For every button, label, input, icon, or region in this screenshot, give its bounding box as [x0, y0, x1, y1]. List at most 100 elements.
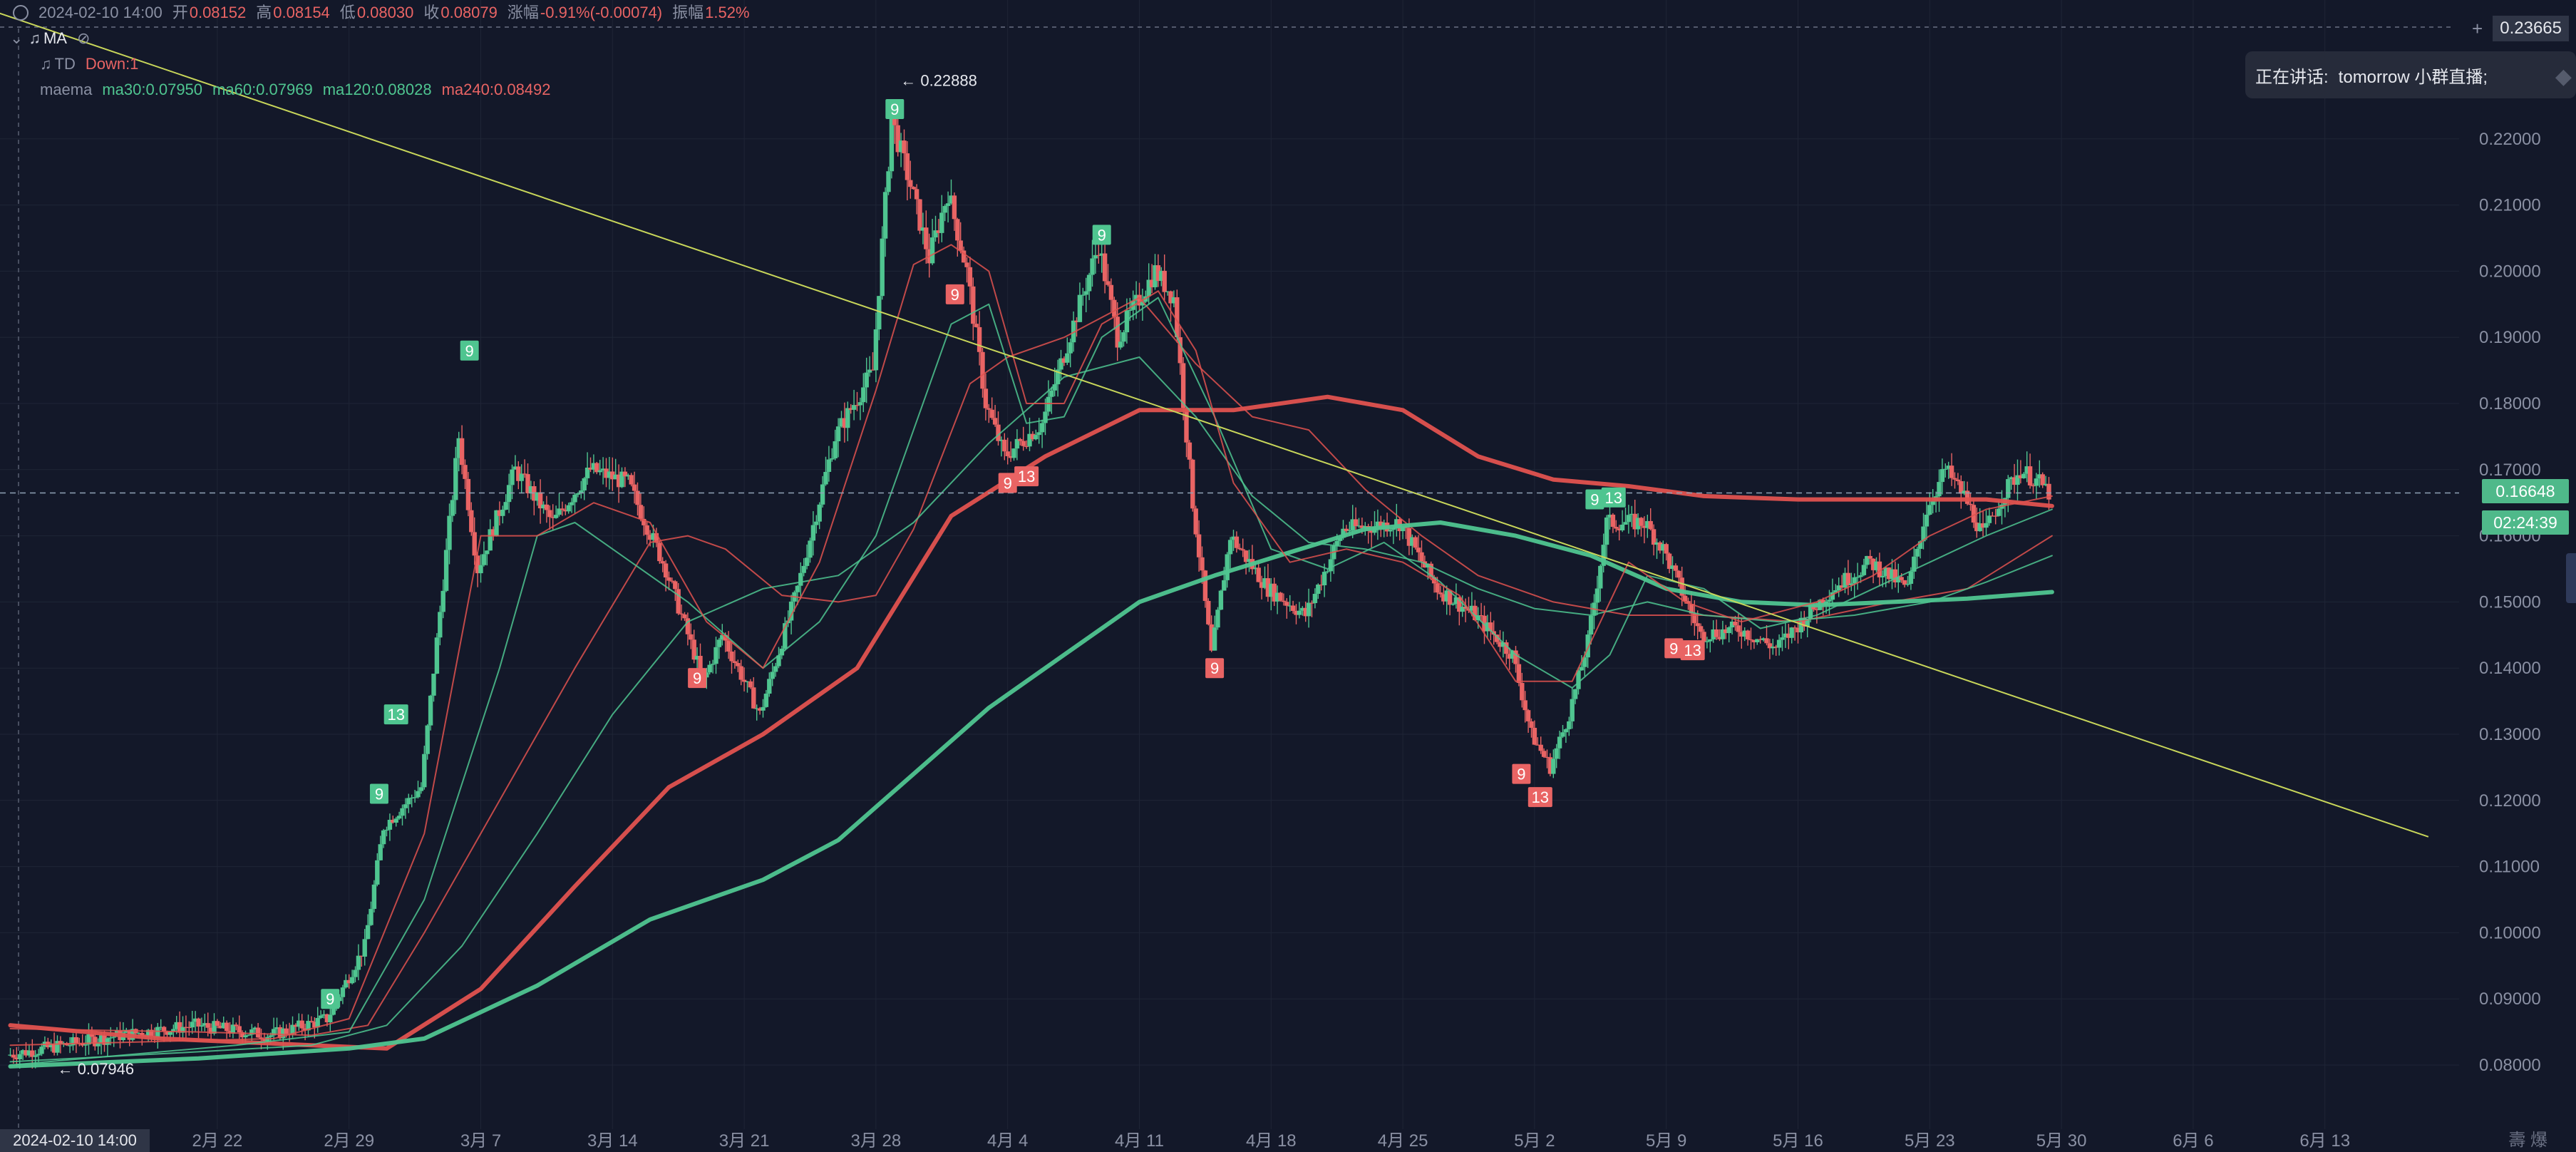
candle-body [14, 1057, 19, 1059]
td-marker-label: 9 [1004, 474, 1012, 492]
candle-body [685, 618, 691, 634]
candle-body [1852, 577, 1857, 584]
bell-icon-td[interactable]: ♫ [40, 55, 52, 73]
side-scroll-handle[interactable] [2566, 553, 2576, 603]
candle-body [1128, 309, 1133, 311]
candle-body [917, 199, 922, 231]
td-marker [998, 473, 1017, 493]
crosshair-icon[interactable]: + [2472, 17, 2483, 39]
low-label: 低 [339, 4, 356, 21]
candle-body [1024, 446, 1029, 447]
collapse-chevron-icon[interactable]: ⌄ [10, 29, 24, 47]
candle-body [1193, 508, 1198, 535]
candle-body [741, 679, 747, 682]
candle-body [1008, 456, 1014, 458]
candle-body [1594, 588, 1600, 603]
candle-body [1567, 721, 1572, 729]
candle-body [1598, 565, 1603, 589]
candle-body [1187, 442, 1192, 460]
candle-body [971, 286, 976, 324]
candle-body [798, 572, 803, 586]
candle-body [1576, 670, 1581, 689]
td-marker-label: 9 [375, 786, 383, 803]
td-marker [1601, 487, 1626, 508]
candle-body [1523, 700, 1527, 711]
bell-icon[interactable]: ♫ [29, 29, 41, 47]
candle-body [1733, 621, 1738, 626]
visibility-off-icon[interactable]: ⊘ [76, 29, 91, 47]
candle-body [441, 590, 445, 612]
candle-body [1504, 642, 1509, 654]
candle-body [406, 798, 411, 805]
candle-body [1874, 561, 1879, 570]
candle-body [1096, 254, 1101, 257]
candle-body [321, 1014, 326, 1016]
candle-body [2006, 479, 2011, 498]
candle-body [1294, 610, 1299, 615]
candle-body [1027, 433, 1032, 447]
candle-body [356, 955, 361, 970]
candle-body [1353, 519, 1359, 527]
candle-body [1865, 555, 1870, 565]
candle-body [293, 1024, 299, 1027]
candle-body [1178, 337, 1183, 364]
candle-body [39, 1046, 44, 1054]
candle-body [391, 820, 396, 823]
speaking-popup[interactable]: 正在讲话: tomorrow 小群直播; ◆ [2245, 51, 2576, 98]
candle-body [1068, 342, 1073, 354]
ma-indicator-row[interactable]: ⌄ ♫ MA ⊘ [10, 26, 760, 51]
maema-label: maema [40, 81, 93, 98]
candle-body [882, 192, 888, 239]
td-marker [1680, 640, 1705, 661]
candle-body [344, 979, 349, 988]
candle-body [1532, 727, 1537, 745]
candle-body [1500, 642, 1506, 647]
candle-body [1086, 274, 1092, 292]
candle-body [1714, 629, 1719, 637]
candle-body [1701, 632, 1706, 642]
trendline[interactable] [0, 11, 2429, 838]
candle-body [302, 1028, 308, 1031]
candle-body [553, 515, 559, 518]
candle-body [199, 1025, 205, 1027]
candle-body [1867, 555, 1872, 559]
candle-body [1350, 519, 1355, 530]
ma240-value: ma240:0.08492 [441, 81, 551, 98]
candle-body [2024, 466, 2029, 474]
candle-body [224, 1022, 230, 1032]
candle-body [434, 637, 440, 674]
candle-body [73, 1037, 79, 1044]
candle-body [783, 623, 788, 649]
candle-body [1776, 639, 1782, 648]
candle-body [1551, 758, 1556, 774]
candle-body [369, 908, 373, 925]
candle-body [1325, 571, 1330, 572]
candle-body [1917, 541, 1923, 549]
candle-body [1225, 554, 1230, 580]
candle-body [1234, 536, 1240, 548]
candle-body [642, 518, 646, 525]
price-axis-top: + 0.23665 [2472, 16, 2569, 41]
candle-body [1328, 559, 1334, 572]
candle-body [833, 441, 838, 458]
candle-body [651, 533, 656, 540]
candle-body [924, 227, 929, 250]
candle-body [616, 474, 622, 488]
close-icon[interactable]: ◆ [2555, 65, 2572, 88]
candle-body [30, 1050, 35, 1057]
candle-body [328, 1014, 333, 1023]
ma30-value: ma30:0.07950 [102, 81, 203, 98]
candle-body [478, 565, 483, 574]
candle-body [933, 230, 938, 238]
x-tick-label: 3月 7 [460, 1131, 501, 1151]
change-label: 涨幅 [507, 4, 539, 21]
candle-body [1717, 637, 1722, 639]
candle-body [992, 418, 998, 425]
candle-body [512, 466, 518, 470]
candle-body [707, 664, 712, 673]
candle-body [1796, 627, 1800, 633]
candle-body [597, 470, 602, 473]
candle-body [851, 405, 857, 410]
td-marker [383, 704, 408, 725]
